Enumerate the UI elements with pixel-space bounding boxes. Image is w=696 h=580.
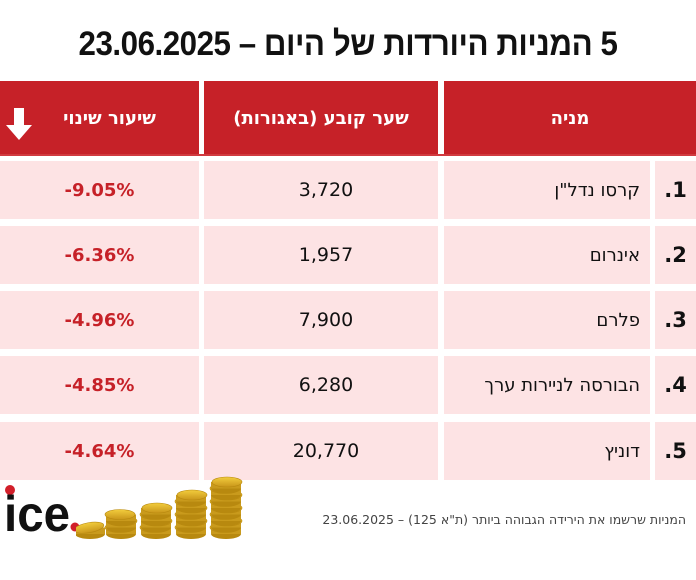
index-cell: 1. [655,161,696,219]
change-cell: -9.05% [0,161,199,219]
stock-name: דוניץ [604,440,640,462]
page-title: 5 המניות היורדות של היום – 23.06.2025 [78,25,618,63]
coin-face [211,476,243,488]
price-value: 6,280 [298,374,354,396]
header-price-label: שער קובע (באגורות) [233,107,409,129]
price-value: 7,900 [298,309,354,331]
table-row: -4.64% 20,770 דוניץ 5. [0,422,696,480]
stock-name: הבורסה לניירות ערך [484,374,640,396]
table-row: -4.85% 6,280 הבורסה לניירות ערך 4. [0,356,696,414]
name-cell: הבורסה לניירות ערך [444,356,650,414]
price-cell: 3,720 [204,161,438,219]
name-cell: אינרום [444,226,650,284]
price-value: 20,770 [292,440,360,462]
price-value: 3,720 [298,179,354,201]
index-cell: 2. [655,226,696,284]
header-name-label: מניה [550,107,590,129]
svg-text:ice: ice [4,486,70,534]
coin-face [76,521,105,534]
coin-face [141,502,173,514]
header-price: שער קובע (באגורות) [204,81,438,155]
price-value: 1,957 [298,244,354,266]
coin-stacks-icon [76,476,243,539]
coin-face [176,489,208,501]
table-row: -4.96% 7,900 פלרם 3. [0,291,696,349]
price-cell: 1,957 [204,226,438,284]
change-cell: -6.36% [0,226,199,284]
header-change: שיעור שינוי [0,81,199,155]
name-cell: קרסו נדל"ן [444,161,650,219]
index-cell: 4. [655,356,696,414]
stock-name: קרסו נדל"ן [554,179,640,201]
change-cell: -4.85% [0,356,199,414]
footer-note: המניות שרשמו את הירידה הגבוהה ביותר (ת"א… [322,512,686,527]
change-cell: -4.64% [0,422,199,480]
index-cell: 3. [655,291,696,349]
stock-name: פלרם [596,309,640,331]
price-cell: 6,280 [204,356,438,414]
arrow-down-icon [6,108,32,140]
table-row: -9.05% 3,720 קרסו נדל"ן 1. [0,161,696,219]
header-name: מניה [444,81,696,155]
coin-face [104,509,136,520]
price-cell: 20,770 [204,422,438,480]
header-change-label: שיעור שינוי [63,107,156,129]
price-cell: 7,900 [204,291,438,349]
name-cell: דוניץ [444,422,650,480]
ice-logo: ice [4,485,80,534]
change-cell: -4.96% [0,291,199,349]
stock-name: אינרום [589,244,640,266]
table-row: -6.36% 1,957 אינרום 2. [0,226,696,284]
name-cell: פלרם [444,291,650,349]
header-divider [0,154,696,156]
index-cell: 5. [655,422,696,480]
